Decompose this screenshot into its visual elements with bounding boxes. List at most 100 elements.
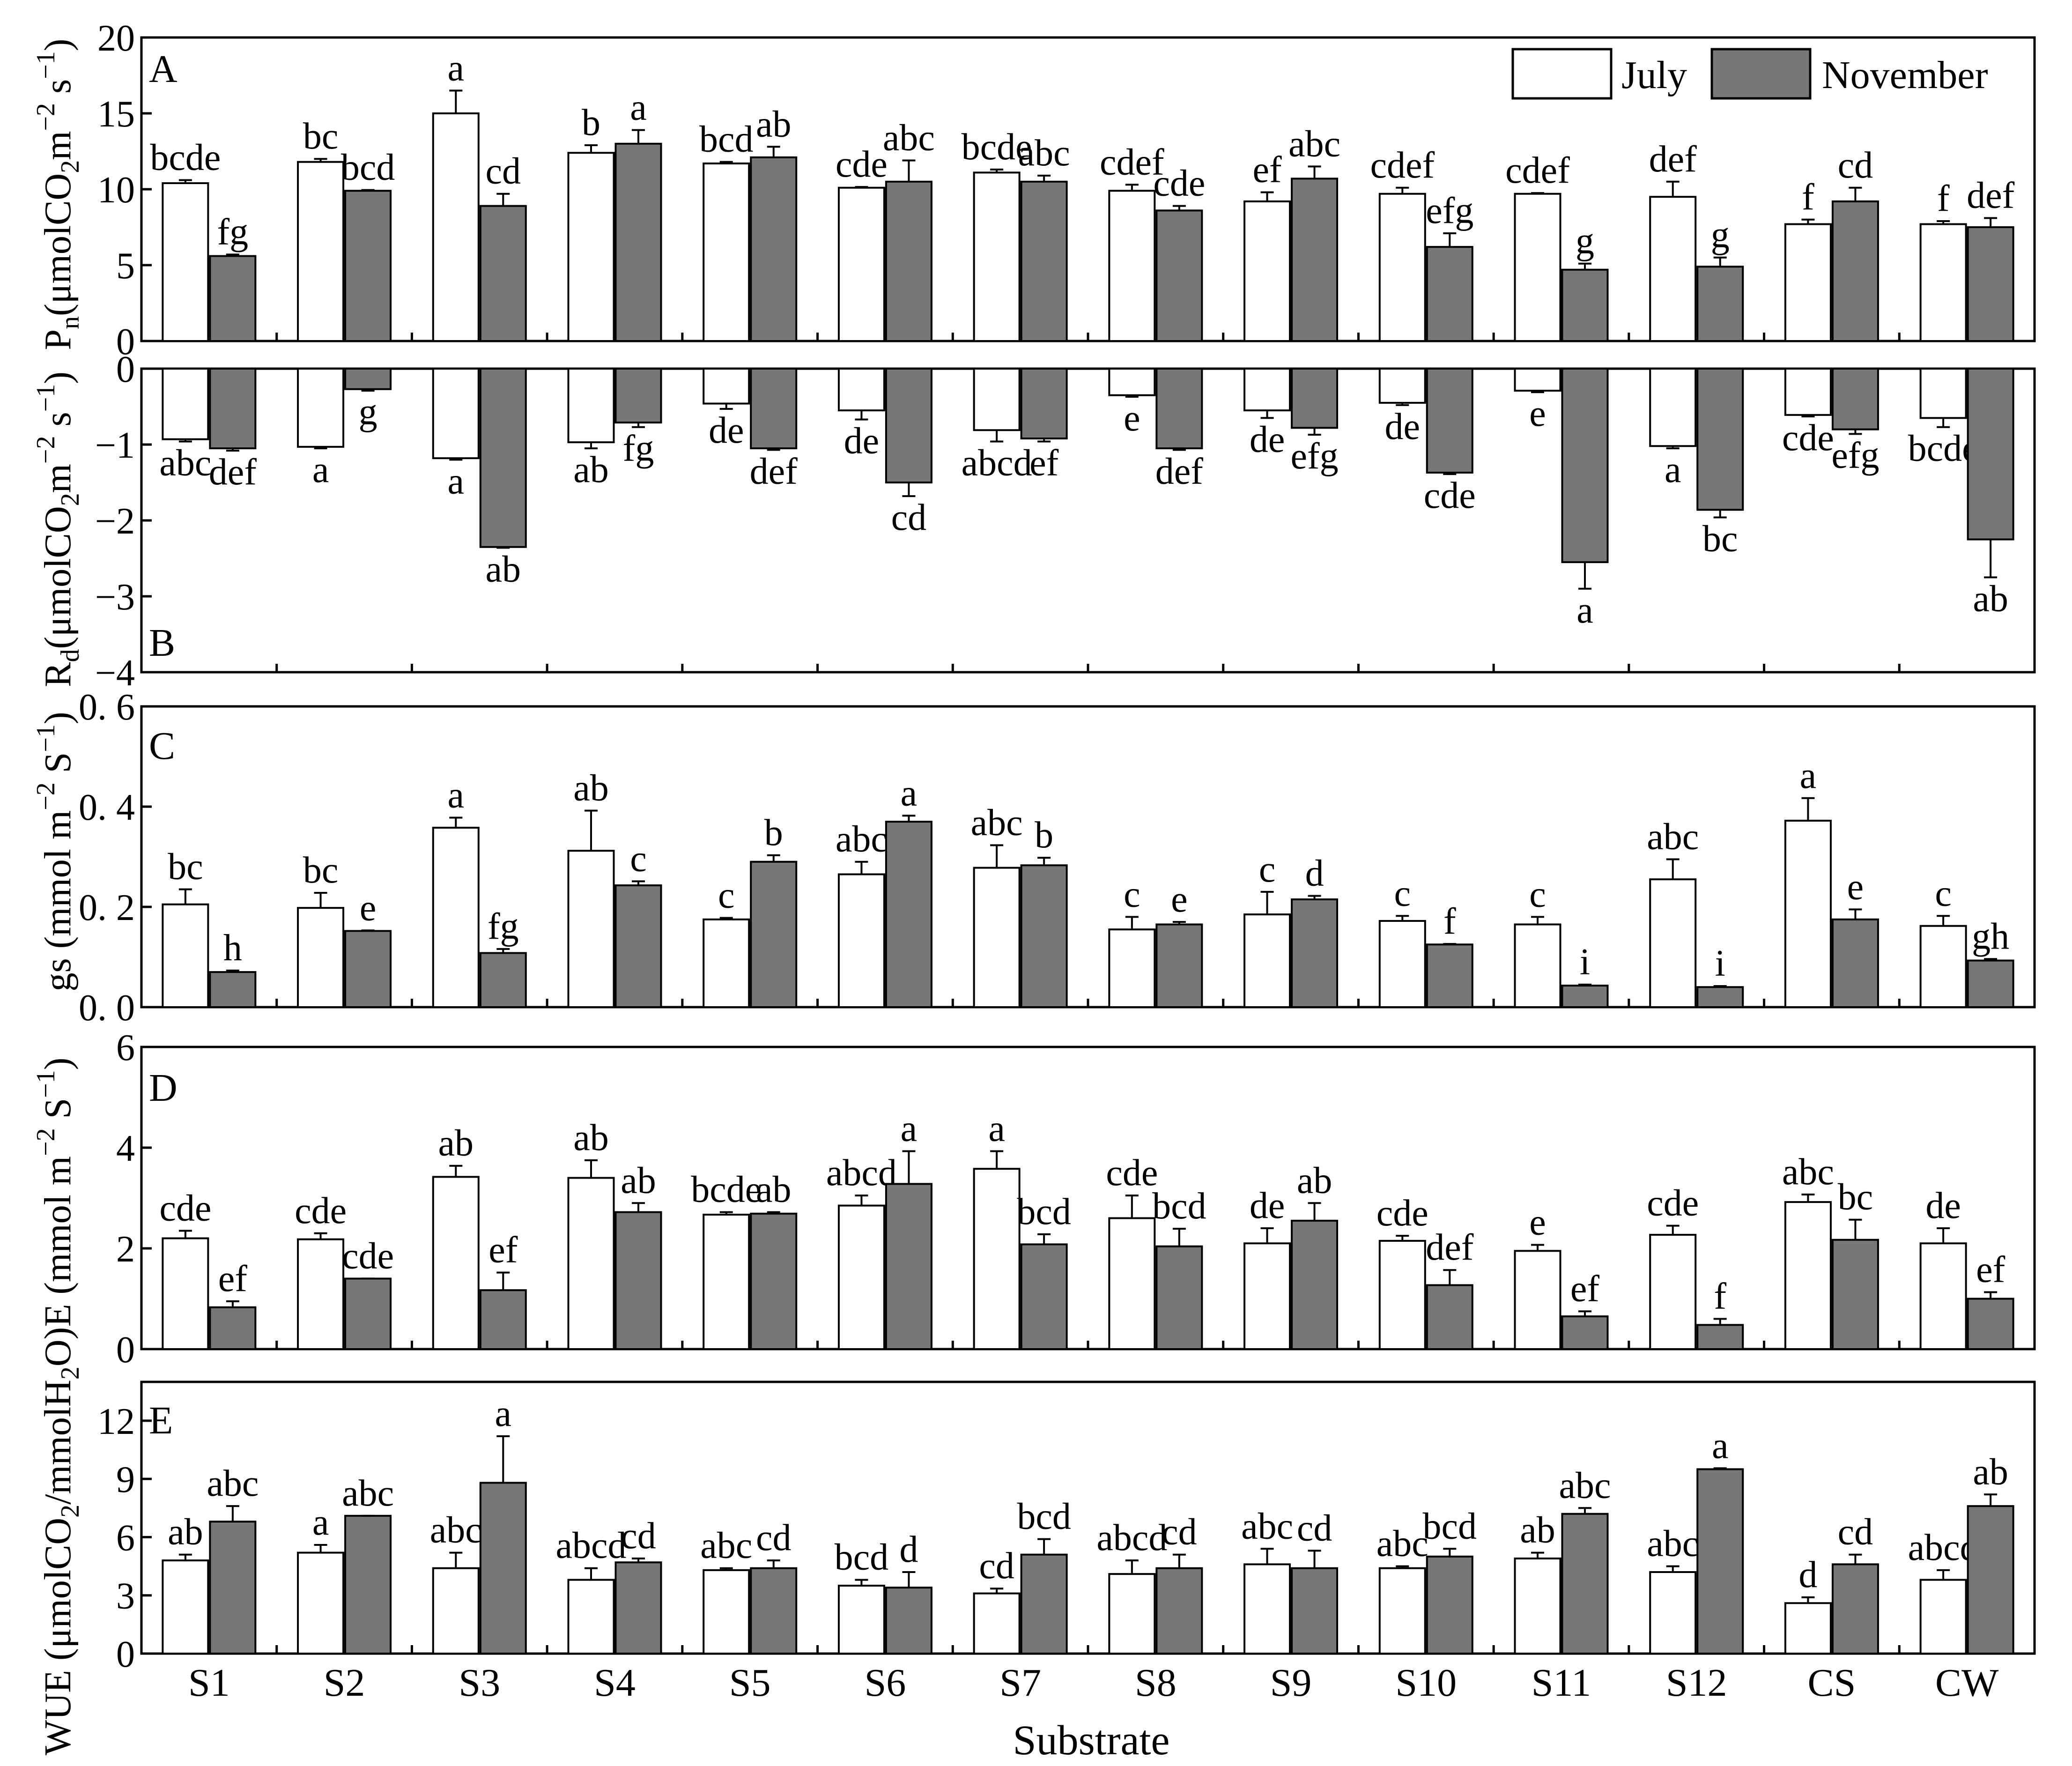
legend-label-july: July [1621,53,1687,97]
bar-november-s11 [1561,1513,1609,1655]
bar-july-s2 [297,161,345,342]
bar-july-s1 [162,368,209,440]
bar-july-s7 [973,1168,1021,1350]
bar-november-cw [1967,368,2014,541]
significance-label: abc [207,1463,259,1504]
bar-july-s3 [432,368,480,460]
significance-label: e [1529,393,1546,434]
bar-november-cs [1831,918,1879,1008]
bar-november-s1 [209,255,257,342]
bar-november-s12 [1696,1324,1744,1350]
y-tick-label: 10 [97,170,135,211]
bar-november-s10 [1426,1284,1473,1350]
significance-label: cd [979,1545,1014,1587]
x-category-label: S5 [729,1661,771,1705]
y-tick-label: −1 [95,425,135,466]
y-tick-label: 2 [116,1229,135,1270]
bar-july-s8 [1108,1217,1156,1350]
bar-november-s8 [1155,368,1203,450]
panel-letter-a: A [149,47,178,91]
significance-label: abcd [555,1525,626,1566]
significance-label: a [1712,1425,1729,1466]
bar-july-s3 [432,826,480,1008]
bar-july-s10 [1378,1567,1426,1655]
bar-july-cw [1919,1242,1967,1350]
bar-november-s2 [344,930,392,1008]
significance-label: a [988,1108,1005,1150]
bar-july-s11 [1514,1250,1561,1350]
significance-label: abc [1288,123,1340,164]
bar-november-s10 [1426,368,1473,474]
significance-label: b [764,812,783,853]
bar-november-s8 [1155,1567,1203,1655]
significance-label: cd [1162,1512,1197,1553]
panel-letter-c: C [149,724,175,768]
bar-july-s9 [1243,368,1291,412]
x-axis-title: Substrate [1013,1717,1170,1764]
x-category-label: CW [1935,1661,1999,1705]
significance-label: bc [303,116,339,157]
significance-label: cde [836,144,888,185]
bar-july-cw [1919,925,1967,1009]
y-tick-label: 0. 2 [79,887,135,928]
bar-november-s3 [479,952,527,1008]
significance-label: abc [1241,1506,1293,1547]
bar-july-s10 [1378,193,1426,342]
bar-november-s12 [1696,1468,1744,1655]
bar-november-s2 [344,368,392,390]
bar-july-cw [1919,1579,1967,1655]
significance-label: ef [1252,149,1282,190]
significance-label: bc [168,846,203,888]
bar-july-s3 [432,112,480,342]
significance-label: bcd [1017,1191,1071,1232]
bar-july-s1 [162,1559,209,1655]
significance-label: bcde [1908,428,1979,469]
significance-label: abc [971,802,1023,843]
significance-label: de [1385,406,1421,447]
significance-label: bcd [1017,1496,1071,1537]
significance-label: a [901,772,918,814]
ylabel-wue: WUE (μmolCO2/mmolH2O) [37,1327,85,1755]
bar-november-s7 [1020,864,1068,1008]
significance-label: bc [1702,519,1738,560]
bar-november-s7 [1020,180,1068,342]
significance-label: ab [1973,579,2008,620]
significance-label: c [1935,873,1952,914]
bar-july-s2 [297,1238,345,1350]
bar-july-s4 [567,152,615,342]
significance-label: c [630,838,647,879]
y-tick-label: 0. 4 [79,787,135,828]
significance-label: bcd [1423,1506,1477,1547]
bar-july-s12 [1649,196,1697,342]
bar-november-s5 [750,1212,798,1350]
legend-label-november: November [1822,53,1988,97]
bar-july-s4 [567,368,615,444]
significance-label: efg [1426,190,1473,231]
bar-july-s4 [567,1579,615,1655]
significance-label: abc [430,1510,482,1551]
significance-label: ab [486,549,521,590]
bar-november-s4 [614,884,662,1008]
bar-july-s11 [1514,923,1561,1008]
bar-november-s9 [1291,1567,1339,1655]
bar-july-s7 [973,368,1021,431]
y-tick-label: 0 [116,321,135,363]
bar-july-cw [1919,368,1967,419]
significance-label: f [1443,901,1456,942]
significance-label: a [1576,590,1593,631]
bar-july-s9 [1243,1242,1291,1350]
significance-label: ab [168,1512,203,1553]
bar-november-s2 [344,1514,392,1655]
significance-label: e [1124,398,1140,439]
bar-november-s3 [479,205,527,342]
bar-july-cs [1784,819,1832,1008]
significance-label: abc [1018,133,1070,174]
significance-label: ab [621,1160,656,1201]
significance-label: cde [1106,1152,1158,1194]
significance-label: ef [1029,443,1059,484]
significance-label: fg [217,211,249,252]
bar-july-s6 [837,186,885,342]
bar-july-s7 [973,867,1021,1009]
